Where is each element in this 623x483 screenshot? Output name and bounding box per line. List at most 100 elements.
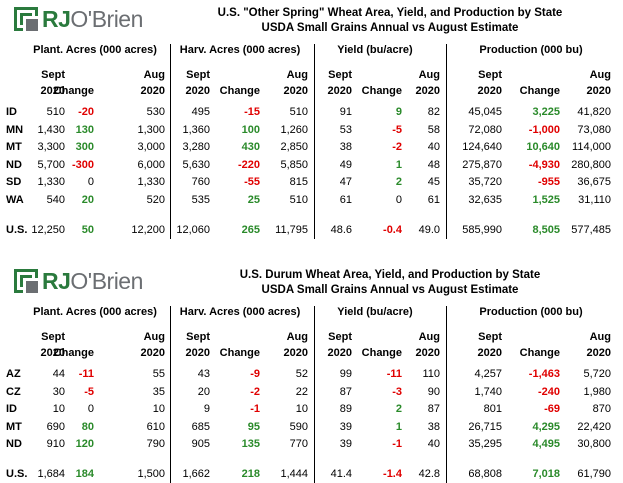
table-cell: 26,715 (468, 420, 502, 433)
state-label: MT (6, 141, 22, 154)
table-cell: 585,990 (462, 224, 502, 236)
column-header-bottom: 2020 (40, 85, 65, 97)
table-cell: 31,110 (578, 194, 611, 206)
table-title-block: U.S. "Other Spring" Wheat Area, Yield, a… (170, 6, 610, 36)
table-cell: 4,257 (474, 368, 502, 380)
table-cell: 790 (146, 438, 165, 451)
table-row: MT 3,300 300 3,000 3,280 430 2,850 38 -2 40 124,64… (0, 140, 623, 154)
state-label: CZ (6, 385, 21, 398)
table-cell: -5 (84, 385, 94, 398)
table-cell: 110 (422, 368, 440, 380)
state-label: ID (6, 106, 17, 118)
table-cell: -20 (78, 106, 94, 118)
table-row: ID 510 -20 530 495 -15 510 91 9 82 45,045 3,225 41,8… (0, 105, 623, 119)
table-cell: 685 (191, 420, 210, 433)
table-cell: 12,060 (176, 224, 210, 236)
table-cell: 5,630 (182, 158, 210, 171)
table-cell: 1,740 (474, 385, 502, 398)
table-cell: 3,300 (37, 141, 65, 154)
table-cell: 5,700 (37, 158, 65, 171)
table-cell: 265 (241, 224, 260, 236)
column-header-bottom: 2020 (140, 347, 165, 359)
table-cell: 80 (81, 420, 94, 433)
table-cell: 58 (427, 123, 440, 136)
table-cell: 41.4 (330, 468, 352, 481)
table-cell: 20 (197, 385, 210, 398)
table-cell: 38 (427, 420, 440, 433)
table-cell: 510 (46, 106, 65, 118)
table-cell: 61 (339, 194, 352, 206)
column-header-bottom: Change (53, 347, 94, 359)
rjobrien-logo-icon (14, 7, 38, 31)
column-header-bottom: Change (219, 347, 260, 359)
column-header-bottom: 2020 (140, 85, 165, 97)
table-cell: 510 (289, 106, 308, 118)
table-cell: 130 (75, 123, 94, 136)
table-cell: 45,045 (468, 106, 502, 118)
table-row: ND 5,700 -300 6,000 5,630 -220 5,850 49 1 48 275,8… (0, 158, 623, 172)
table-cell: 770 (289, 438, 308, 451)
table-row: MT 690 80 610 685 95 590 39 1 38 26,715 4,295 22,420 (0, 420, 623, 434)
column-header-bottom: 2020 (477, 85, 502, 97)
state-label: ND (6, 158, 22, 171)
column-header-bottom: 2020 (40, 347, 65, 359)
table-cell: -5 (392, 123, 402, 136)
table-cell: -9 (250, 368, 260, 380)
table-cell: 590 (289, 420, 308, 433)
table-cell: 73,080 (577, 123, 611, 136)
table-cell: -55 (244, 176, 260, 189)
table-cell: 495 (191, 106, 210, 118)
table-cell: 39 (339, 420, 352, 433)
column-header-bottom: 2020 (185, 85, 210, 97)
column-header-top: Aug (589, 69, 611, 81)
table-cell: 38 (339, 141, 352, 154)
table-cell: 0 (87, 403, 94, 416)
column-header-bottom: 2020 (415, 347, 440, 359)
table-cell: 801 (483, 403, 502, 416)
table-cell: 610 (146, 420, 165, 433)
column-header-top: Sept (478, 69, 502, 81)
column-header-top: Aug (418, 69, 440, 81)
table-cell: 48.6 (330, 224, 352, 236)
table-cell: 9 (203, 403, 210, 416)
table-cell: 870 (592, 403, 611, 416)
table-cell: 5,850 (280, 158, 308, 171)
table-cell: 35,720 (468, 176, 502, 189)
table-cell: 300 (75, 141, 94, 154)
table-cell: 1,662 (182, 468, 210, 481)
column-header-bottom: Change (519, 85, 560, 97)
table-cell: 4,495 (532, 438, 560, 451)
table-block-other-spring: RJO'Brien U.S. "Other Spring" Wheat Area… (0, 6, 623, 239)
table-cell: 61 (427, 194, 440, 206)
column-header-bottom: 2020 (327, 347, 352, 359)
logo-wordmark: RJO'Brien (42, 6, 143, 32)
group-header: Production (000 bu) (479, 44, 583, 56)
column-divider (170, 306, 171, 483)
table-cell: 2 (395, 403, 402, 416)
table-cell: 275,870 (462, 158, 502, 171)
column-header-bottom: Change (519, 347, 560, 359)
table-cell: -4,930 (528, 158, 560, 171)
table-cell: -220 (237, 158, 260, 171)
table-cell: 100 (241, 123, 260, 136)
table-cell: 40 (427, 141, 440, 154)
table-cell: 32,635 (468, 194, 502, 206)
table-cell: 22,420 (577, 420, 611, 433)
table-cell: 53 (339, 123, 352, 136)
table-cell: 760 (191, 176, 210, 189)
table-cell: 0 (395, 194, 402, 206)
table-cell: 184 (75, 468, 94, 481)
column-header-bottom: Change (219, 85, 260, 97)
table-cell: 89 (339, 403, 352, 416)
table-cell: 1,330 (37, 176, 65, 189)
table-row: ID 10 0 10 9 -1 10 89 2 87 801 -69 870 (0, 402, 623, 416)
column-header-bottom: 2020 (586, 347, 611, 359)
rjobrien-logo: RJO'Brien (14, 267, 143, 295)
column-header-top: Aug (418, 331, 440, 343)
table-cell: 30 (52, 385, 65, 398)
table-cell: 99 (339, 368, 352, 380)
table-cell: -1 (250, 403, 260, 416)
table-cell: 2 (395, 176, 402, 189)
table-cell: 3,000 (137, 141, 165, 154)
group-header: Yield (bu/acre) (337, 44, 413, 56)
